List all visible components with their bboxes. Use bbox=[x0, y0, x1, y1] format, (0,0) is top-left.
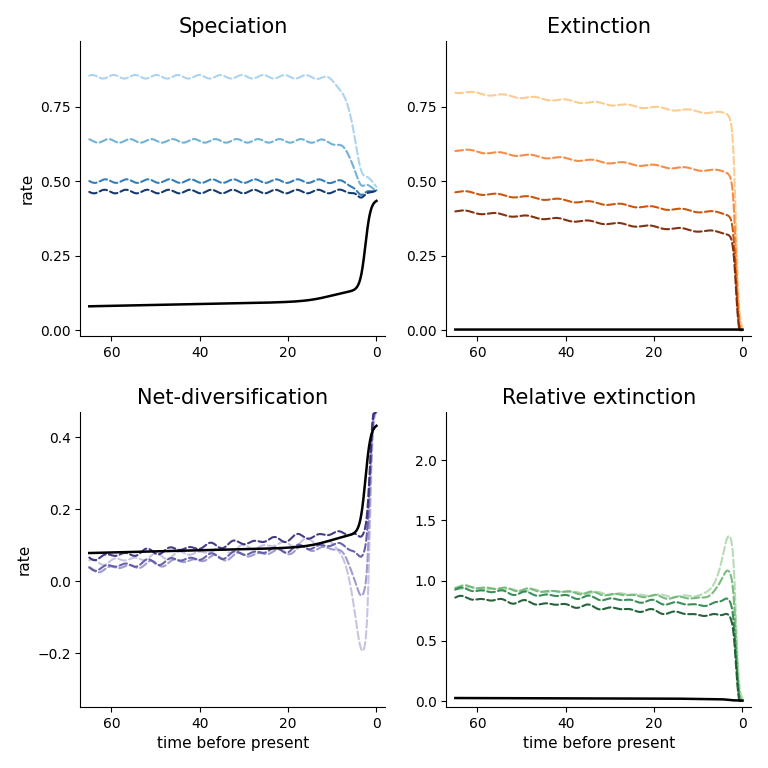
Y-axis label: rate: rate bbox=[19, 173, 35, 204]
Title: Extinction: Extinction bbox=[547, 17, 651, 37]
Title: Relative extinction: Relative extinction bbox=[502, 388, 696, 408]
X-axis label: time before present: time before present bbox=[157, 737, 309, 751]
Title: Speciation: Speciation bbox=[178, 17, 287, 37]
Title: Net-diversification: Net-diversification bbox=[137, 388, 329, 408]
X-axis label: time before present: time before present bbox=[523, 737, 675, 751]
Y-axis label: rate: rate bbox=[17, 544, 31, 575]
